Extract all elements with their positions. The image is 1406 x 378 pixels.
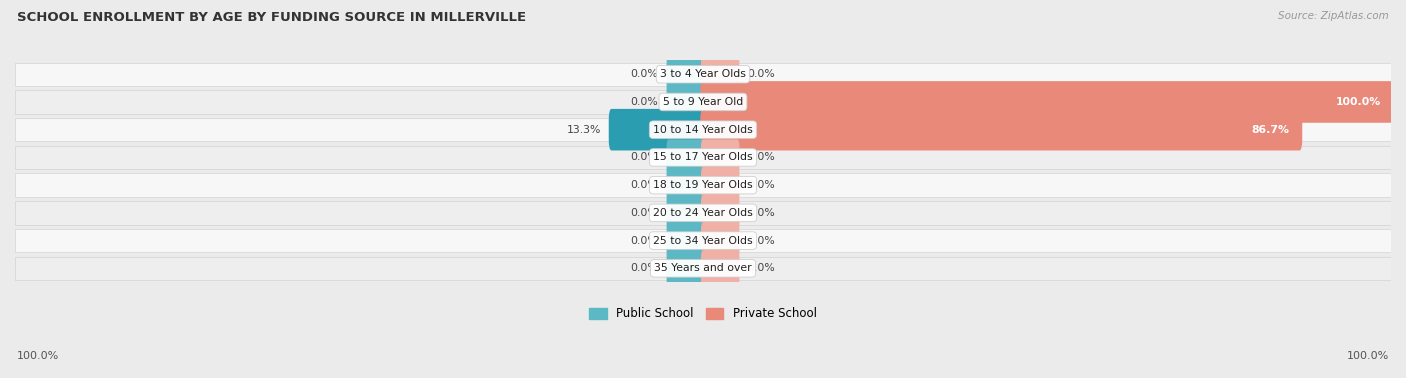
- FancyBboxPatch shape: [666, 223, 704, 259]
- Text: 25 to 34 Year Olds: 25 to 34 Year Olds: [654, 235, 752, 246]
- FancyBboxPatch shape: [609, 109, 706, 150]
- Bar: [15, 229, 1391, 252]
- Text: 10 to 14 Year Olds: 10 to 14 Year Olds: [654, 125, 752, 135]
- Text: 18 to 19 Year Olds: 18 to 19 Year Olds: [654, 180, 752, 190]
- Text: 13.3%: 13.3%: [567, 125, 602, 135]
- FancyBboxPatch shape: [666, 195, 704, 231]
- FancyBboxPatch shape: [700, 109, 1302, 150]
- Legend: Public School, Private School: Public School, Private School: [585, 303, 821, 325]
- Text: 20 to 24 Year Olds: 20 to 24 Year Olds: [654, 208, 752, 218]
- FancyBboxPatch shape: [666, 84, 704, 120]
- Bar: [15, 257, 1391, 280]
- Text: 100.0%: 100.0%: [17, 351, 59, 361]
- Text: Source: ZipAtlas.com: Source: ZipAtlas.com: [1278, 11, 1389, 21]
- Text: 0.0%: 0.0%: [748, 208, 776, 218]
- Bar: [15, 90, 1391, 114]
- FancyBboxPatch shape: [666, 250, 704, 287]
- Text: 0.0%: 0.0%: [630, 180, 658, 190]
- Text: 0.0%: 0.0%: [748, 152, 776, 163]
- Text: 35 Years and over: 35 Years and over: [654, 263, 752, 273]
- FancyBboxPatch shape: [666, 56, 704, 92]
- FancyBboxPatch shape: [700, 81, 1393, 123]
- Text: 0.0%: 0.0%: [748, 263, 776, 273]
- Text: 0.0%: 0.0%: [630, 69, 658, 79]
- Text: 86.7%: 86.7%: [1251, 125, 1289, 135]
- Text: 100.0%: 100.0%: [1336, 97, 1381, 107]
- Text: 0.0%: 0.0%: [748, 180, 776, 190]
- Text: 5 to 9 Year Old: 5 to 9 Year Old: [662, 97, 744, 107]
- Text: 0.0%: 0.0%: [630, 235, 658, 246]
- FancyBboxPatch shape: [702, 250, 740, 287]
- Text: 3 to 4 Year Olds: 3 to 4 Year Olds: [659, 69, 747, 79]
- Bar: [15, 201, 1391, 225]
- FancyBboxPatch shape: [666, 167, 704, 203]
- Text: 0.0%: 0.0%: [630, 208, 658, 218]
- FancyBboxPatch shape: [702, 167, 740, 203]
- FancyBboxPatch shape: [666, 139, 704, 175]
- Bar: [15, 146, 1391, 169]
- Text: 15 to 17 Year Olds: 15 to 17 Year Olds: [654, 152, 752, 163]
- Text: 100.0%: 100.0%: [1347, 351, 1389, 361]
- FancyBboxPatch shape: [702, 223, 740, 259]
- Text: 0.0%: 0.0%: [630, 97, 658, 107]
- Text: SCHOOL ENROLLMENT BY AGE BY FUNDING SOURCE IN MILLERVILLE: SCHOOL ENROLLMENT BY AGE BY FUNDING SOUR…: [17, 11, 526, 24]
- Text: 0.0%: 0.0%: [748, 235, 776, 246]
- Bar: [15, 118, 1391, 141]
- FancyBboxPatch shape: [702, 195, 740, 231]
- Text: 0.0%: 0.0%: [630, 263, 658, 273]
- Text: 0.0%: 0.0%: [748, 69, 776, 79]
- FancyBboxPatch shape: [702, 56, 740, 92]
- Text: 0.0%: 0.0%: [630, 152, 658, 163]
- Bar: [15, 174, 1391, 197]
- FancyBboxPatch shape: [702, 139, 740, 175]
- Bar: [15, 63, 1391, 86]
